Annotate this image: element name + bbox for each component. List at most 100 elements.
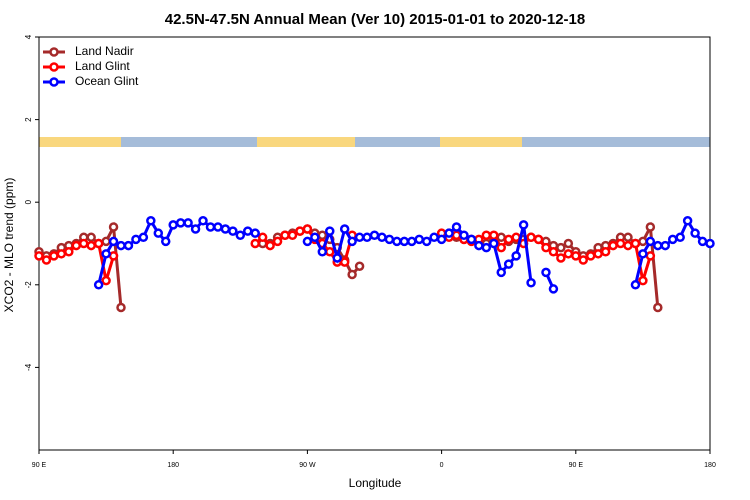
data-point [123, 240, 134, 251]
legend-label: Ocean Glint [75, 74, 139, 88]
data-point [175, 218, 186, 228]
data-point [638, 275, 648, 286]
land-mask [39, 137, 710, 147]
data-point [533, 234, 544, 245]
data-point [198, 216, 208, 226]
data-point [362, 232, 372, 243]
data-point [160, 236, 171, 247]
data-point [220, 224, 231, 234]
y-tick-label: -2 [24, 281, 33, 289]
data-point [526, 232, 536, 243]
y-tick-label: 2 [24, 117, 33, 122]
data-point [272, 236, 283, 247]
data-point [556, 242, 566, 253]
land-strip [440, 137, 522, 147]
y-axis-label: XCO2 - MLO trend (ppm) [2, 178, 16, 313]
data-point [489, 238, 499, 249]
legend-label: Land Glint [75, 59, 130, 73]
data-point [414, 234, 424, 245]
data-point [116, 240, 126, 251]
data-point [377, 232, 387, 243]
data-point [302, 236, 313, 247]
data-point [138, 232, 149, 243]
data-point [64, 247, 74, 257]
land-strip [257, 137, 355, 147]
data-point [205, 222, 216, 232]
series-line [97, 217, 711, 290]
data-point [481, 242, 492, 253]
data-point [459, 230, 469, 240]
data-point [168, 220, 178, 230]
y-tick-label: 4 [24, 34, 33, 39]
data-point [563, 238, 574, 249]
data-point [250, 238, 260, 249]
x-axis-label: Longitude [349, 476, 402, 490]
y-tick-label: 0 [24, 199, 33, 204]
x-tick-label: 0 [440, 462, 444, 469]
data-point [496, 267, 506, 278]
data-point [600, 247, 611, 257]
data-point [421, 236, 432, 247]
data-point [49, 251, 59, 261]
data-point [317, 230, 328, 240]
data-point [108, 236, 119, 247]
data-point [645, 251, 656, 261]
data-point [392, 236, 402, 247]
data-point [108, 222, 119, 232]
data-point [697, 236, 708, 247]
data-point [615, 238, 626, 249]
data-point [384, 234, 395, 245]
data-point [310, 232, 320, 243]
data-point [667, 234, 678, 245]
series [93, 216, 715, 294]
data-point [101, 275, 111, 286]
data-point [608, 240, 618, 251]
data-point [116, 302, 126, 313]
legend-swatch-marker [49, 62, 59, 72]
legend-swatch-marker [49, 47, 59, 57]
land-strip [39, 137, 121, 147]
data-point [302, 224, 313, 234]
data-point [653, 240, 663, 251]
data-point [436, 234, 447, 245]
data-point [235, 230, 246, 240]
data-point [78, 238, 89, 249]
data-point [444, 228, 454, 238]
data-point [638, 249, 648, 259]
data-point [265, 240, 275, 251]
data-point [705, 238, 715, 249]
data-point [131, 234, 141, 245]
data-point [653, 302, 663, 313]
data-point [503, 259, 514, 269]
data-point [489, 230, 499, 240]
data-point [496, 242, 506, 253]
legend-swatch-marker [49, 77, 59, 87]
data-point [556, 253, 566, 263]
data-point [93, 280, 104, 290]
y-tick-label: -4 [24, 363, 33, 371]
data-point [108, 251, 119, 261]
data-point [347, 236, 357, 247]
data-point [526, 277, 536, 288]
data-point [548, 284, 559, 294]
data-point [623, 240, 633, 251]
data-point [146, 216, 156, 226]
data-point [213, 222, 223, 232]
data-point [451, 230, 462, 240]
data-point [280, 230, 290, 240]
data-point [228, 226, 238, 236]
data-point [339, 224, 350, 234]
data-point [675, 232, 685, 243]
ocean-strip [39, 137, 710, 147]
data-point [578, 255, 589, 265]
data-point [511, 251, 521, 261]
data-point [325, 247, 335, 257]
data-point [645, 236, 656, 247]
chart-title: 42.5N-47.5N Annual Mean (Ver 10) 2015-01… [165, 11, 585, 28]
data-point [630, 280, 641, 290]
data-point [257, 232, 268, 243]
data-point [407, 236, 417, 247]
data-point [101, 236, 111, 247]
